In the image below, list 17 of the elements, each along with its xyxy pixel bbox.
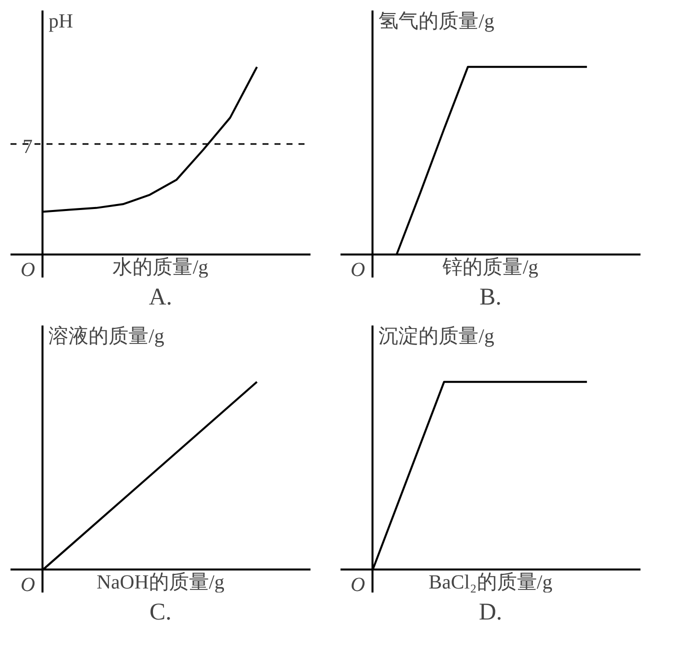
- text: O: [20, 258, 36, 281]
- text: O: [350, 574, 366, 596]
- x-axis-title: NaOH的质量/g: [96, 572, 224, 594]
- y-axis-title: 氢气的质量/g: [378, 10, 494, 32]
- y-axis-title: 沉淀的质量/g: [378, 326, 494, 348]
- text: D.: [478, 600, 502, 626]
- text: A.: [148, 284, 172, 310]
- y-axis-title: 溶液的质量/g: [48, 326, 164, 348]
- x-axis-title: 水的质量/g: [112, 256, 208, 278]
- text: C.: [149, 600, 172, 626]
- text: B.: [479, 284, 502, 310]
- y-axis-title: pH: [48, 10, 74, 32]
- text: O: [20, 574, 36, 596]
- x-axis-title: 锌的质量/g: [442, 256, 538, 278]
- x-axis-title: BaCl₂的质量/g: [428, 572, 552, 594]
- text: O: [350, 258, 366, 281]
- annotation: 7: [22, 136, 33, 158]
